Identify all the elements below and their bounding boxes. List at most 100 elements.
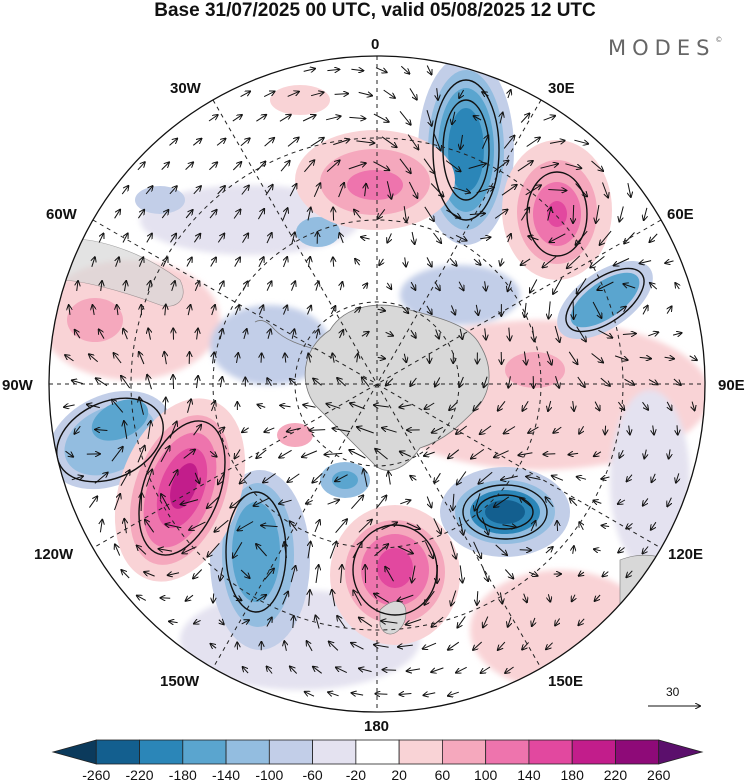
wind-vector — [528, 236, 539, 240]
wind-vector — [590, 256, 605, 267]
wind-vector — [137, 446, 145, 463]
wind-vector — [351, 69, 363, 70]
wind-vector — [302, 450, 318, 457]
colorbar-swatch — [182, 739, 227, 765]
wind-vector — [209, 450, 217, 456]
wind-vector — [145, 186, 153, 195]
wind-vector — [65, 355, 74, 362]
wind-vector — [483, 616, 489, 628]
wind-vector — [217, 428, 224, 433]
wind-vector — [485, 328, 486, 339]
wind-vector — [71, 476, 83, 480]
wind-vector — [242, 428, 249, 432]
wind-vector — [197, 376, 199, 389]
anomaly-region — [67, 298, 123, 342]
wind-vector — [329, 542, 336, 559]
wind-vector — [598, 329, 612, 337]
wind-vector — [456, 666, 467, 672]
anomaly-region — [610, 390, 690, 570]
wind-vector — [540, 164, 558, 169]
wind-vector — [99, 329, 105, 339]
wind-vector — [437, 88, 438, 100]
wind-vector — [235, 449, 241, 459]
wind-vector — [475, 493, 481, 510]
wind-vector — [257, 209, 264, 220]
wind-vector — [639, 357, 651, 358]
wind-vector — [161, 210, 168, 219]
wind-vector — [100, 520, 102, 533]
wind-vector — [424, 590, 435, 605]
colorbar-tick-label: -220 — [125, 767, 154, 783]
wind-vector — [468, 164, 486, 169]
colorbar-swatch — [615, 739, 660, 765]
wind-vector — [194, 620, 201, 623]
wind-vector — [651, 521, 657, 530]
wind-vector — [282, 208, 288, 220]
wind-vector — [576, 326, 586, 342]
wind-vector — [266, 618, 272, 627]
wind-vector — [626, 570, 633, 577]
meridian-line — [212, 99, 542, 669]
wind-vector — [232, 162, 241, 171]
colorbar-tick-label: 180 — [560, 767, 584, 783]
wind-vector — [427, 65, 431, 75]
wind-vector — [546, 497, 554, 508]
wind-vector — [579, 572, 584, 576]
wind-vector — [359, 668, 372, 671]
australia-landmass — [619, 554, 701, 650]
wind-vector — [552, 476, 564, 481]
wind-vector — [508, 617, 511, 627]
wind-vector — [139, 352, 145, 365]
wind-vector — [74, 425, 81, 434]
wind-vector — [424, 206, 434, 221]
wind-vector — [279, 115, 291, 122]
wind-vector — [433, 133, 441, 151]
wind-vector — [256, 115, 266, 122]
colorbar-tick-label: 220 — [603, 767, 628, 783]
wind-vector — [548, 190, 566, 191]
wind-vector — [473, 401, 482, 410]
wind-vector — [148, 328, 150, 340]
wind-vector — [408, 181, 417, 198]
wind-vector — [356, 141, 374, 143]
wind-vector — [673, 378, 681, 385]
wind-vector — [530, 521, 535, 532]
wind-vector — [460, 134, 462, 149]
anomaly-region — [135, 186, 185, 214]
wind-vector — [397, 546, 413, 554]
wind-vector — [124, 421, 127, 439]
wind-vector — [549, 141, 565, 144]
wind-vector — [352, 542, 362, 559]
wind-vector — [642, 401, 649, 410]
map-boundary — [48, 55, 706, 713]
wind-vector — [446, 209, 460, 218]
wind-vector — [616, 307, 626, 314]
wind-vector — [280, 405, 291, 406]
wind-vector — [577, 278, 587, 293]
colorbar-swatch — [571, 739, 616, 765]
wind-vector — [332, 353, 334, 363]
wind-vector — [112, 400, 124, 413]
wind-vector — [619, 206, 624, 222]
wind-vector — [526, 477, 541, 480]
wind-vector — [284, 305, 288, 315]
wind-vector — [481, 517, 488, 535]
anomaly-region — [277, 423, 313, 447]
wind-vector — [263, 91, 274, 98]
wind-vector — [137, 546, 147, 555]
colorbar-swatch — [139, 739, 184, 765]
wind-vector — [436, 329, 439, 338]
wind-vector — [577, 376, 585, 387]
wind-vector — [218, 281, 224, 291]
wind-vector — [303, 69, 315, 72]
wind-vector — [194, 472, 199, 483]
wind-vector — [261, 353, 262, 363]
wind-vector — [172, 281, 175, 292]
wind-vector — [121, 376, 131, 389]
wind-vector — [579, 426, 584, 433]
wind-vector — [314, 520, 320, 533]
wind-vector — [548, 208, 551, 221]
wind-vector — [213, 353, 215, 364]
wind-vector — [316, 330, 318, 339]
wind-vector — [308, 257, 310, 268]
